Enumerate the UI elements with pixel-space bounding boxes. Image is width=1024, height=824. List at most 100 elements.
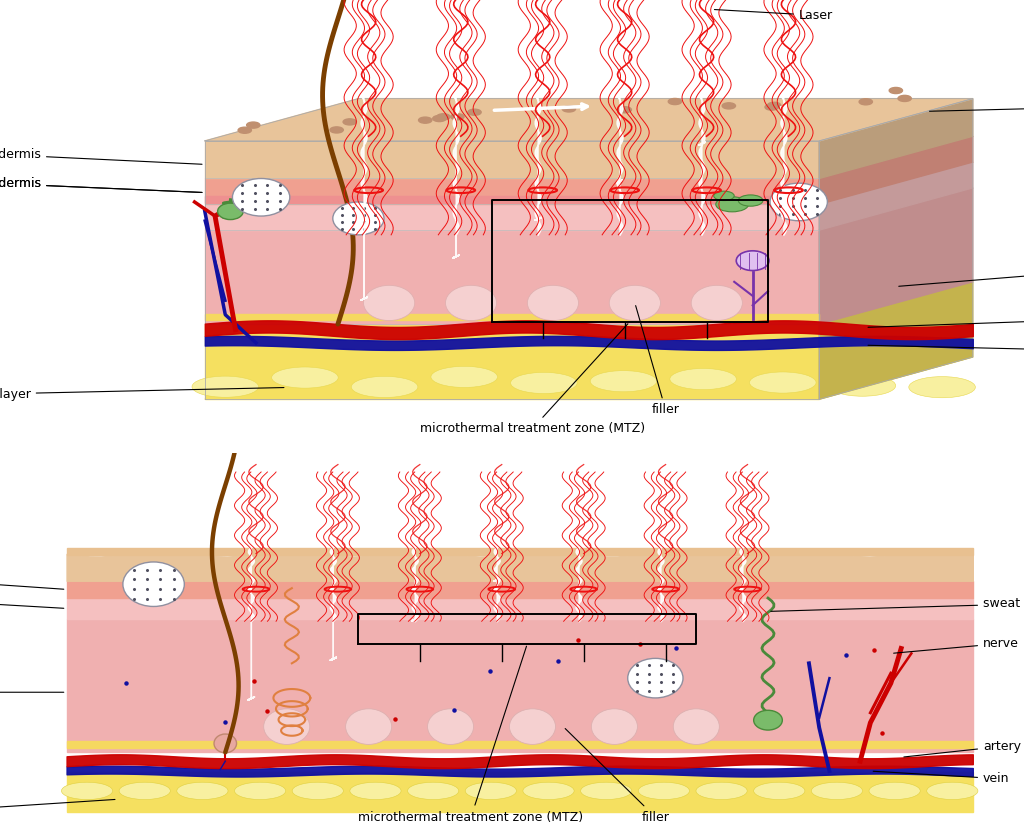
Text: papillary dermis: papillary dermis (0, 176, 202, 193)
Circle shape (468, 109, 481, 115)
Ellipse shape (350, 782, 401, 799)
Text: filler: filler (636, 306, 680, 416)
Circle shape (669, 99, 682, 105)
Ellipse shape (523, 782, 574, 799)
Ellipse shape (829, 375, 896, 396)
Ellipse shape (869, 782, 921, 799)
Text: subcutaneous layer: subcutaneous layer (0, 387, 284, 401)
Ellipse shape (431, 367, 498, 387)
Text: nerve: nerve (899, 261, 1024, 286)
Circle shape (562, 105, 575, 112)
Ellipse shape (674, 709, 719, 744)
Ellipse shape (263, 709, 309, 744)
Text: sweat gland: sweat gland (930, 99, 1024, 112)
Polygon shape (819, 188, 973, 324)
Polygon shape (67, 548, 973, 555)
Ellipse shape (61, 782, 113, 799)
Ellipse shape (346, 709, 392, 744)
Ellipse shape (465, 782, 516, 799)
Polygon shape (819, 99, 973, 179)
Ellipse shape (770, 183, 827, 221)
Text: vein: vein (868, 344, 1024, 358)
Ellipse shape (811, 782, 862, 799)
Ellipse shape (628, 658, 683, 698)
Polygon shape (819, 136, 973, 204)
Ellipse shape (234, 782, 286, 799)
Ellipse shape (736, 250, 769, 270)
Ellipse shape (691, 285, 742, 321)
Ellipse shape (927, 782, 978, 799)
Text: sweat gland: sweat gland (771, 597, 1024, 611)
Polygon shape (205, 196, 819, 204)
Ellipse shape (670, 368, 736, 390)
Text: papillary dermis: papillary dermis (0, 595, 63, 608)
Polygon shape (67, 598, 973, 619)
Ellipse shape (590, 371, 656, 391)
Polygon shape (205, 99, 973, 141)
Circle shape (722, 103, 735, 109)
Circle shape (765, 104, 778, 110)
Ellipse shape (638, 782, 689, 799)
Polygon shape (67, 772, 973, 812)
Text: subcutaneous layer: subcutaneous layer (0, 799, 115, 818)
Ellipse shape (292, 782, 343, 799)
Ellipse shape (754, 710, 782, 730)
Text: epidermis: epidermis (0, 575, 63, 589)
Ellipse shape (738, 195, 763, 206)
Text: microthermal treatment zone (MTZ): microthermal treatment zone (MTZ) (420, 324, 645, 435)
Circle shape (451, 114, 464, 119)
Ellipse shape (271, 367, 338, 388)
Ellipse shape (333, 202, 384, 235)
Ellipse shape (527, 285, 579, 321)
Polygon shape (205, 230, 819, 324)
Circle shape (767, 102, 780, 109)
Text: artery: artery (904, 740, 1021, 757)
Circle shape (239, 127, 252, 133)
Ellipse shape (750, 372, 816, 393)
Ellipse shape (592, 709, 637, 744)
Polygon shape (67, 581, 973, 598)
Ellipse shape (217, 204, 244, 219)
Text: filler: filler (565, 728, 670, 823)
Circle shape (859, 99, 872, 105)
Polygon shape (205, 314, 819, 321)
Ellipse shape (716, 197, 749, 212)
Polygon shape (205, 179, 819, 204)
Polygon shape (205, 141, 819, 179)
Text: vein: vein (873, 771, 1010, 785)
Circle shape (433, 115, 446, 122)
Text: artery: artery (868, 311, 1024, 327)
Circle shape (436, 114, 450, 119)
Polygon shape (205, 204, 819, 230)
Ellipse shape (511, 372, 578, 394)
Ellipse shape (193, 376, 259, 397)
Text: microthermal treatment zone (MTZ): microthermal treatment zone (MTZ) (358, 646, 584, 823)
Circle shape (330, 127, 343, 133)
Circle shape (618, 106, 632, 113)
Polygon shape (67, 742, 973, 748)
Circle shape (247, 122, 260, 129)
Text: reticular dermis: reticular dermis (0, 686, 63, 699)
Text: nerve: nerve (894, 637, 1019, 653)
Circle shape (343, 119, 356, 125)
Ellipse shape (581, 782, 632, 799)
Text: reticular dermis: reticular dermis (0, 176, 202, 193)
Ellipse shape (510, 709, 555, 744)
Ellipse shape (445, 285, 497, 321)
Ellipse shape (123, 562, 184, 606)
Ellipse shape (909, 377, 975, 398)
Polygon shape (819, 162, 973, 230)
Ellipse shape (714, 191, 734, 200)
Polygon shape (205, 324, 819, 400)
Ellipse shape (119, 782, 170, 799)
Circle shape (898, 96, 911, 101)
Text: Laser: Laser (715, 9, 833, 21)
Ellipse shape (408, 782, 459, 799)
Ellipse shape (214, 734, 237, 753)
Polygon shape (205, 357, 973, 400)
Ellipse shape (364, 285, 415, 321)
Ellipse shape (754, 782, 805, 799)
Circle shape (889, 87, 902, 94)
Ellipse shape (696, 782, 748, 799)
Circle shape (419, 117, 432, 124)
